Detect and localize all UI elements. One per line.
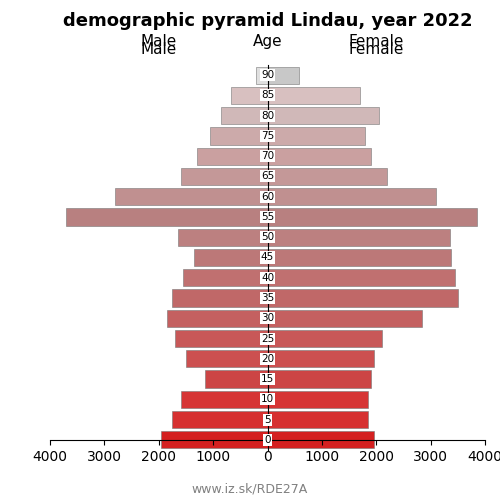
Text: 30: 30 [261, 314, 274, 324]
Bar [210, 128, 268, 144]
Text: 65: 65 [261, 172, 274, 181]
Text: www.iz.sk/RDE27A: www.iz.sk/RDE27A [192, 482, 308, 495]
Bar [268, 188, 436, 206]
Text: Age: Age [252, 34, 282, 49]
Bar [186, 350, 268, 368]
Text: Male: Male [140, 42, 177, 57]
Text: 75: 75 [261, 131, 274, 141]
Bar [167, 310, 268, 327]
Bar [268, 290, 458, 306]
Bar [268, 432, 374, 448]
Text: 45: 45 [261, 252, 274, 262]
Text: Male: Male [140, 34, 177, 49]
Text: 10: 10 [261, 394, 274, 404]
Bar [268, 208, 477, 226]
Text: 20: 20 [261, 354, 274, 364]
Bar [268, 128, 366, 144]
Text: 85: 85 [261, 90, 274, 101]
Text: Female: Female [348, 34, 404, 49]
Text: Female: Female [348, 42, 404, 57]
Bar [268, 168, 387, 185]
Bar [268, 269, 455, 286]
Bar [268, 87, 360, 104]
Text: 40: 40 [261, 273, 274, 283]
Bar [268, 411, 368, 428]
Bar [268, 390, 368, 408]
Bar [183, 269, 268, 286]
Bar [268, 370, 371, 388]
Text: 60: 60 [261, 192, 274, 202]
Bar [172, 290, 268, 306]
Text: 55: 55 [261, 212, 274, 222]
Bar [268, 66, 299, 84]
Bar [66, 208, 268, 226]
Bar [162, 432, 268, 448]
Bar [256, 66, 268, 84]
Bar [197, 148, 268, 165]
Text: 80: 80 [261, 110, 274, 120]
Bar [268, 330, 382, 347]
Text: 15: 15 [261, 374, 274, 384]
Bar [175, 330, 268, 347]
Bar [268, 249, 452, 266]
Bar [268, 310, 422, 327]
Bar [268, 107, 379, 124]
Text: 70: 70 [261, 151, 274, 161]
Title: demographic pyramid Lindau, year 2022: demographic pyramid Lindau, year 2022 [62, 12, 472, 30]
Bar [180, 390, 268, 408]
Text: 50: 50 [261, 232, 274, 242]
Bar [268, 148, 371, 165]
Bar [268, 350, 374, 368]
Bar [268, 228, 450, 246]
Text: 5: 5 [264, 414, 271, 424]
Text: 90: 90 [261, 70, 274, 80]
Bar [205, 370, 268, 388]
Bar [178, 228, 268, 246]
Text: 25: 25 [261, 334, 274, 344]
Bar [230, 87, 268, 104]
Bar [194, 249, 268, 266]
Text: 35: 35 [261, 293, 274, 303]
Bar [172, 411, 268, 428]
Text: 0: 0 [264, 435, 271, 445]
Bar [180, 168, 268, 185]
Bar [115, 188, 268, 206]
Bar [222, 107, 268, 124]
